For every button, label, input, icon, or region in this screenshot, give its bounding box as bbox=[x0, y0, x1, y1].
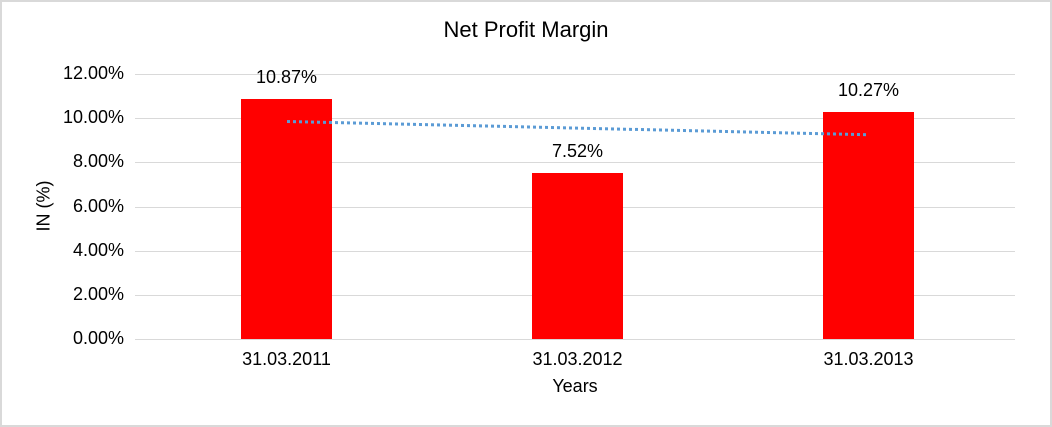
x-axis-tick-label: 31.03.2012 bbox=[532, 349, 623, 369]
y-axis-tick-label: 4.00% bbox=[72, 239, 124, 260]
bar-data-label: 7.52% bbox=[551, 140, 604, 161]
bar bbox=[241, 98, 332, 339]
gridline bbox=[135, 74, 1015, 75]
gridline bbox=[135, 162, 1015, 164]
x-axis-tick-label: 31.03.2013 bbox=[823, 349, 914, 369]
gridline bbox=[135, 118, 1015, 120]
bar-data-label: 10.87% bbox=[255, 66, 318, 87]
gridline bbox=[135, 339, 1015, 340]
y-axis-tick-label: 2.00% bbox=[72, 283, 124, 304]
y-axis-tick-label: 12.00% bbox=[62, 63, 124, 83]
y-axis-tick-label: 8.00% bbox=[72, 151, 124, 172]
bar bbox=[823, 112, 914, 339]
y-axis-tick-label: 0.00% bbox=[72, 328, 124, 348]
y-axis-tick-label: 10.00% bbox=[62, 107, 124, 128]
bar-data-label: 10.27% bbox=[837, 80, 900, 101]
x-axis-tick-label: 31.03.2011 bbox=[242, 349, 331, 369]
bar bbox=[532, 172, 623, 339]
y-axis-tick-label: 6.00% bbox=[72, 195, 124, 216]
chart-title: Net Profit Margin bbox=[443, 17, 609, 42]
x-axis-title: Years bbox=[552, 376, 598, 396]
